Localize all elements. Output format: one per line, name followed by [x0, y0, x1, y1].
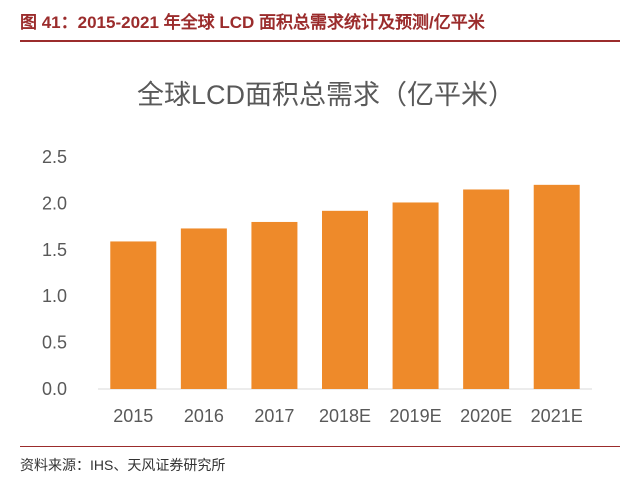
source-divider [20, 446, 620, 447]
x-tick-label: 2015 [113, 406, 153, 426]
x-tick-label: 2018E [319, 406, 371, 426]
title-divider [20, 40, 620, 42]
figure-title: 图 41：2015-2021 年全球 LCD 面积总需求统计及预测/亿平米 [20, 13, 485, 32]
x-tick-label: 2021E [531, 406, 583, 426]
chart-title: 全球LCD面积总需求（亿平米） [137, 80, 515, 110]
y-tick-label: 1.5 [42, 240, 67, 260]
bar-2015 [110, 241, 157, 389]
bar-2016 [180, 228, 227, 389]
y-axis: 0.0 0.5 1.0 1.5 2.0 2.5 [42, 147, 592, 399]
x-tick-label: 2016 [184, 406, 224, 426]
bar-2021E [533, 184, 580, 389]
x-tick-label: 2017 [254, 406, 294, 426]
source-note: 资料来源：IHS、天风证券研究所 [20, 457, 226, 473]
y-tick-label: 0.0 [42, 379, 67, 399]
bar-series [110, 184, 580, 389]
y-tick-label: 0.5 [42, 333, 67, 353]
x-tick-label: 2019E [390, 406, 442, 426]
y-tick-label: 1.0 [42, 286, 67, 306]
x-tick-label: 2020E [460, 406, 512, 426]
bar-2017 [251, 221, 298, 389]
bar-chart: 全球LCD面积总需求（亿平米） 0.00.51.01.52.02.5 2015 2… [42, 80, 592, 426]
bar-2018E [322, 210, 368, 389]
x-axis: 2015 2016 2017 2018E 2019E 2020E 2021E [113, 406, 582, 426]
bar-2020E [463, 189, 510, 389]
y-tick-label: 2.5 [42, 147, 67, 167]
bar-2019E [392, 202, 439, 389]
y-tick-label: 2.0 [42, 193, 67, 213]
